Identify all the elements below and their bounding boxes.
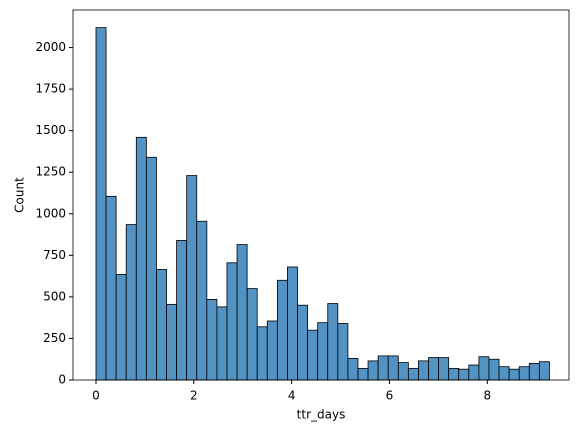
bar: [428, 357, 439, 381]
x-tick-label: 2: [190, 389, 198, 403]
bar: [307, 329, 319, 381]
bar: [357, 367, 369, 381]
bar: [176, 239, 188, 381]
bar: [387, 355, 399, 381]
bar: [518, 366, 530, 381]
bar: [458, 368, 470, 381]
bar: [528, 362, 540, 381]
y-tick-label: 2000: [35, 40, 66, 54]
bar: [236, 244, 248, 381]
bar: [186, 175, 198, 381]
y-tick-label: 1750: [35, 82, 66, 96]
y-tick-label: 0: [58, 373, 66, 387]
bar: [407, 367, 419, 381]
bar: [145, 156, 157, 381]
x-tick-label: 8: [483, 389, 491, 403]
y-tick-label: 500: [43, 289, 66, 303]
bar: [438, 357, 450, 381]
bar: [418, 360, 429, 381]
bar: [287, 266, 298, 381]
bar: [125, 224, 137, 381]
bar: [337, 323, 349, 381]
bar: [95, 27, 107, 381]
bar: [508, 368, 520, 381]
bar: [206, 298, 218, 381]
plot-frame: [72, 9, 570, 381]
bar: [276, 279, 288, 381]
bar: [448, 367, 460, 381]
bar: [498, 366, 510, 381]
bar: [246, 288, 258, 381]
y-tick-label: 250: [43, 331, 66, 345]
x-tick-label: 4: [288, 389, 296, 403]
bar: [115, 274, 127, 381]
bar: [317, 322, 329, 381]
bar: [538, 361, 550, 381]
bar: [196, 220, 208, 381]
bar: [377, 355, 389, 381]
y-tick-label: 1000: [35, 206, 66, 220]
bar: [327, 303, 339, 381]
x-tick-label: 6: [386, 389, 394, 403]
bar: [488, 358, 500, 381]
bar: [105, 195, 117, 381]
bar: [135, 136, 147, 381]
bar: [397, 362, 409, 381]
y-tick-label: 1500: [35, 123, 66, 137]
bar: [226, 262, 238, 381]
y-tick-label: 750: [43, 248, 66, 262]
bar: [216, 306, 228, 381]
bar: [347, 357, 359, 381]
x-tick-label: 0: [92, 389, 100, 403]
y-axis-label: Count: [13, 177, 27, 213]
bar: [256, 326, 268, 381]
bar: [297, 304, 308, 381]
x-axis-label: ttr_days: [297, 408, 346, 422]
bar: [166, 303, 178, 381]
bar: [156, 269, 167, 381]
bar: [468, 364, 480, 381]
y-tick-label: 1250: [35, 165, 66, 179]
bar: [367, 360, 379, 381]
bar: [266, 320, 278, 381]
bar: [478, 356, 490, 381]
